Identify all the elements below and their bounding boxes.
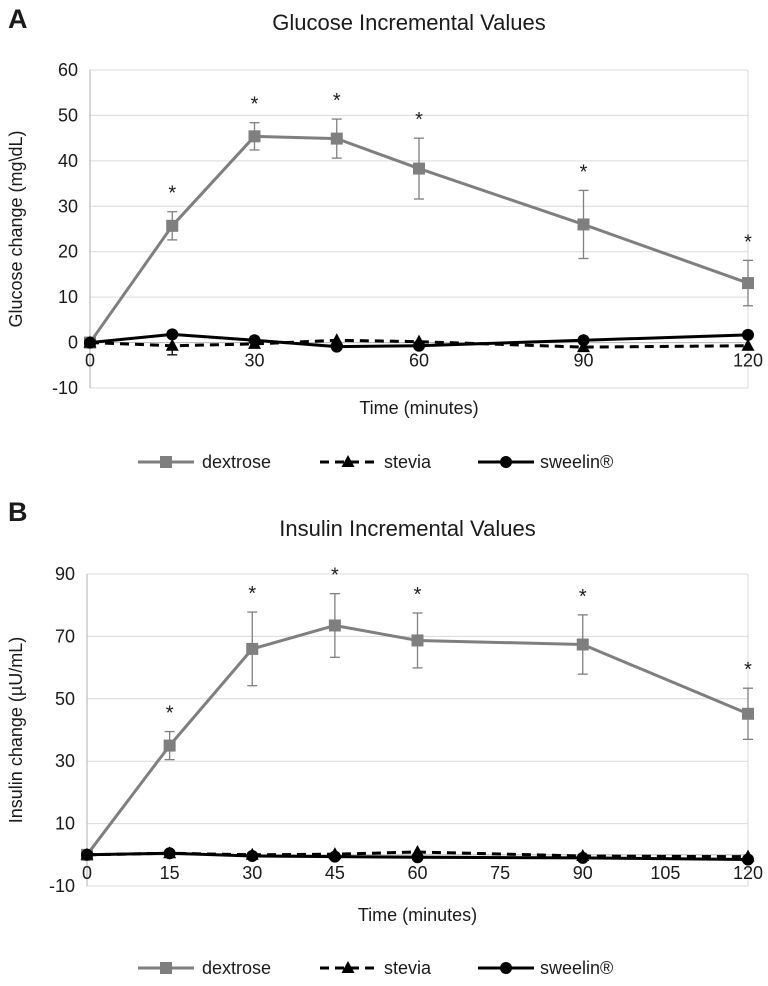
data-point — [328, 619, 341, 632]
legend-marker — [160, 962, 172, 974]
chart-title: Insulin Incremental Values — [279, 516, 535, 541]
data-point — [576, 851, 589, 864]
significance-marker: * — [166, 703, 174, 725]
legend-marker — [500, 962, 512, 974]
data-point — [248, 130, 261, 143]
insulin-chart: B Insulin Incremental Values -10 10 30 50 70 90… — [6, 497, 763, 978]
y-tick-label: -10 — [49, 876, 75, 896]
y-tick-label: 30 — [58, 196, 78, 216]
data-point — [84, 336, 96, 349]
y-tick-label: 90 — [55, 564, 75, 584]
data-point — [246, 642, 259, 655]
y-tick-label: 10 — [58, 287, 78, 307]
y-axis-title: Glucose change (mg\dL) — [6, 130, 26, 327]
significance-marker: * — [415, 109, 423, 131]
glucose-chart: A Glucose Incremental Values -10 0 10 20 30 40 5… — [6, 4, 763, 472]
legend-label: dextrose — [202, 958, 271, 978]
legend-marker — [500, 456, 512, 468]
legend-marker — [341, 455, 355, 467]
data-point — [742, 707, 754, 720]
x-tick-label: 0 — [82, 863, 92, 883]
y-tick-label: 0 — [68, 333, 78, 353]
panel-label: A — [8, 4, 28, 34]
data-point — [248, 334, 261, 347]
data-point — [328, 850, 341, 863]
significance-marker: * — [333, 90, 341, 112]
data-point — [163, 847, 176, 860]
y-tick-label: 50 — [58, 105, 78, 125]
chart-title: Glucose Incremental Values — [272, 10, 546, 35]
x-tick-label: 105 — [650, 863, 680, 883]
data-point — [246, 850, 259, 863]
y-tick-label: 30 — [55, 751, 75, 771]
legend-label: sweelin® — [540, 452, 613, 472]
x-tick-label: 60 — [407, 863, 427, 883]
y-tick-label: 40 — [58, 151, 78, 171]
data-point — [742, 853, 754, 866]
data-point — [411, 634, 424, 647]
significance-marker: * — [248, 583, 256, 605]
y-tick-label: 50 — [55, 689, 75, 709]
significance-marker: * — [580, 161, 588, 183]
significance-marker: * — [414, 584, 422, 606]
data-point — [81, 848, 93, 861]
data-point — [742, 328, 754, 341]
y-tick-label: 60 — [58, 60, 78, 80]
x-axis-title: Time (minutes) — [358, 905, 477, 925]
legend-marker — [341, 961, 355, 973]
x-tick-label: 90 — [573, 863, 593, 883]
x-tick-label: 120 — [733, 351, 763, 371]
panel-label: B — [8, 497, 28, 527]
data-point — [165, 338, 179, 351]
legend-label: dextrose — [202, 452, 271, 472]
y-axis-title: Insulin change (µU/mL) — [6, 637, 26, 823]
x-tick-label: 30 — [242, 863, 262, 883]
data-point — [330, 132, 343, 145]
data-point — [330, 340, 343, 353]
data-point — [166, 219, 179, 232]
legend-label: stevia — [384, 958, 432, 978]
significance-marker: * — [744, 231, 752, 253]
x-tick-label: 0 — [85, 351, 95, 371]
x-tick-label: 60 — [409, 351, 429, 371]
significance-marker: * — [251, 94, 259, 116]
data-point — [166, 328, 179, 341]
x-tick-label: 90 — [573, 351, 593, 371]
x-tick-label: 15 — [160, 863, 180, 883]
data-point — [577, 334, 590, 347]
significance-marker: * — [744, 659, 752, 681]
data-point — [576, 638, 589, 651]
significance-marker: * — [168, 183, 176, 205]
data-point — [742, 277, 754, 290]
data-point — [413, 339, 425, 352]
significance-marker: * — [579, 586, 587, 608]
x-axis-title: Time (minutes) — [359, 398, 478, 418]
y-tick-label: 70 — [55, 626, 75, 646]
x-tick-label: 45 — [325, 863, 345, 883]
legend-marker — [160, 456, 172, 468]
legend-label: stevia — [384, 452, 432, 472]
data-point — [413, 162, 425, 175]
data-point — [411, 851, 424, 864]
x-tick-label: 30 — [244, 351, 264, 371]
data-point — [163, 739, 176, 752]
data-point — [741, 338, 755, 351]
legend-label: sweelin® — [540, 958, 613, 978]
significance-marker: * — [331, 565, 339, 587]
y-tick-label: 10 — [55, 814, 75, 834]
x-tick-label: 120 — [733, 863, 763, 883]
x-tick-label: 75 — [490, 863, 510, 883]
y-tick-label: -10 — [52, 378, 78, 398]
y-tick-label: 20 — [58, 242, 78, 262]
data-point — [577, 218, 590, 231]
